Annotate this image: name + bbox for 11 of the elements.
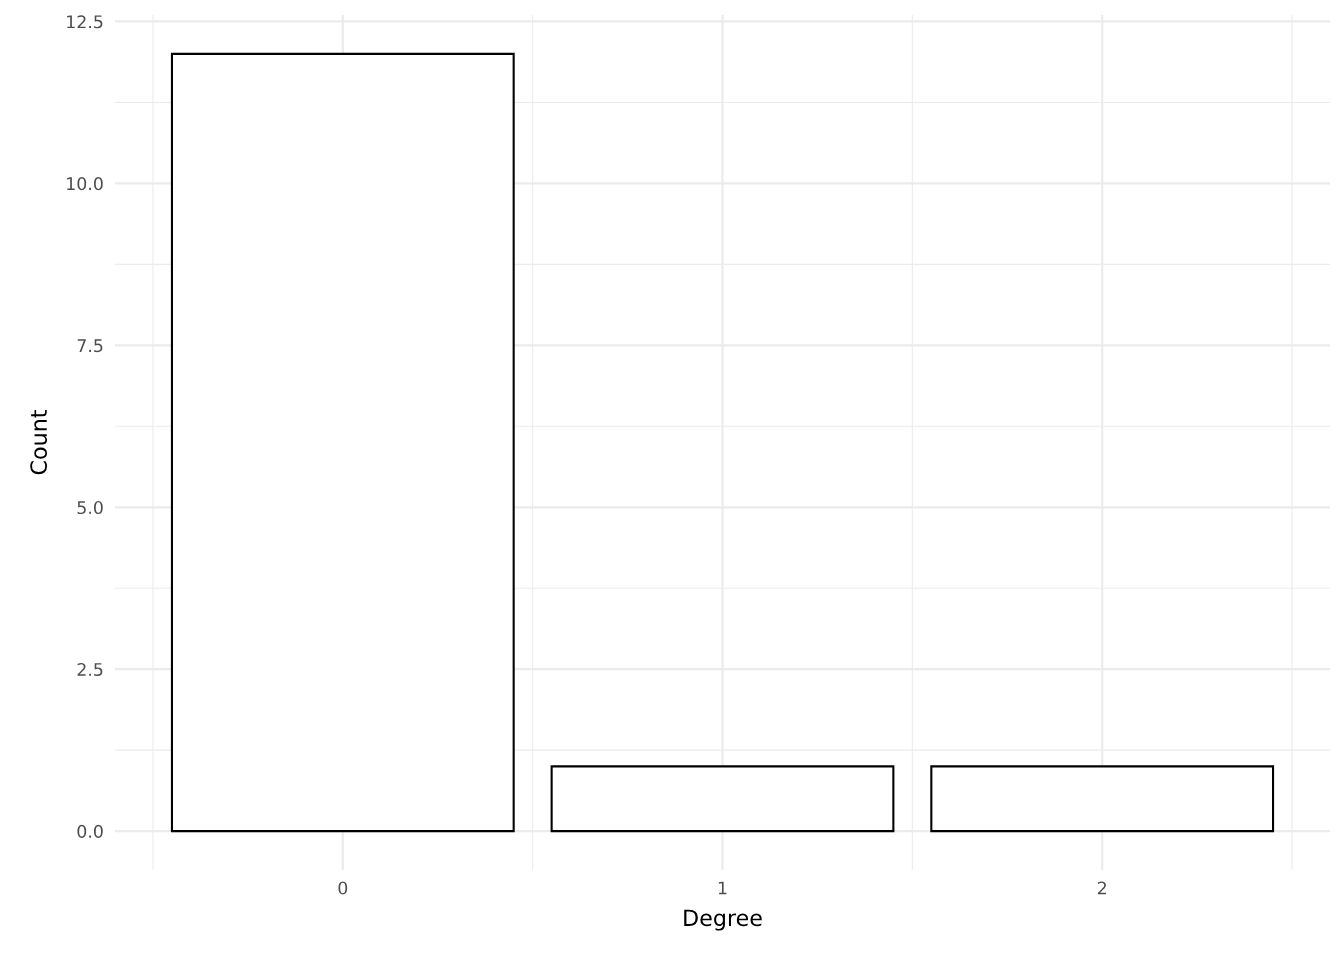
x-axis-title: Degree: [684, 909, 762, 931]
y-axis-title: Count: [30, 410, 48, 475]
y-tick-label: 10.0: [67, 177, 103, 191]
y-tick-label: 2.5: [77, 662, 103, 677]
x-tick-label: 1: [718, 881, 727, 895]
y-tick-label: 12.5: [67, 15, 103, 29]
y-tick-label: 5.0: [77, 500, 103, 515]
y-tick-label: 7.5: [77, 339, 103, 353]
x-tick-label: 0: [338, 881, 348, 895]
x-tick-label: 2: [1097, 881, 1106, 895]
y-tick-label: 0.0: [77, 824, 103, 838]
